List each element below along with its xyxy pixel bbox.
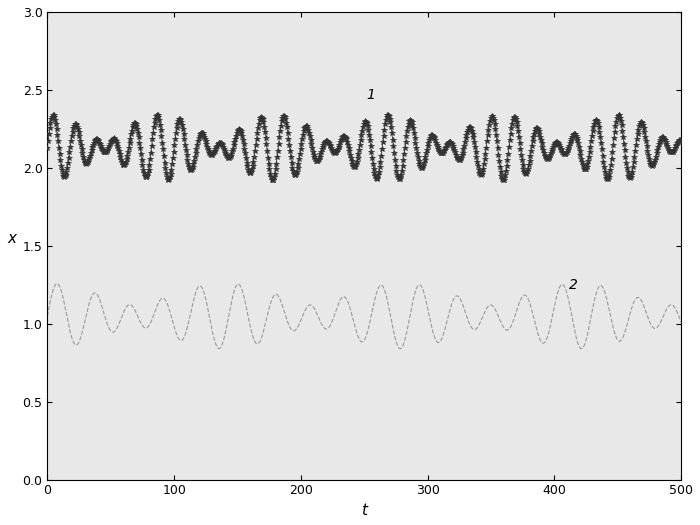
Text: 1: 1 — [366, 88, 375, 102]
Y-axis label: x: x — [7, 231, 16, 246]
X-axis label: t: t — [361, 503, 368, 518]
Text: 2: 2 — [569, 278, 577, 292]
